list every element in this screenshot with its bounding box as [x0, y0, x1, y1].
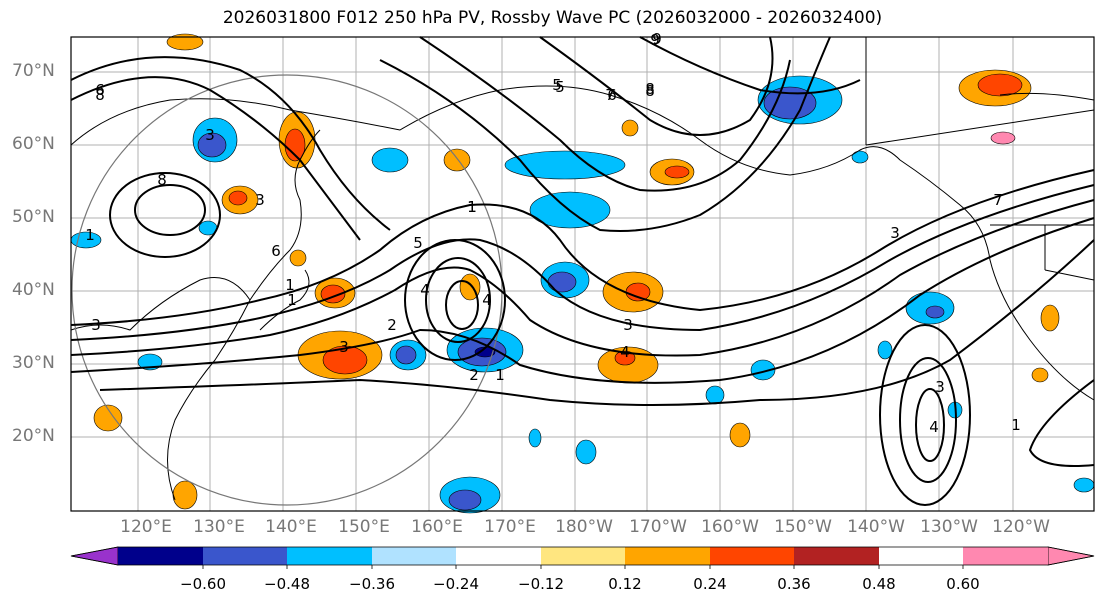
- lat-label-20n: 20°N: [12, 426, 55, 446]
- colorbar-segment: [541, 547, 625, 565]
- lat-label-40n: 40°N: [12, 280, 55, 300]
- contour-label: 5: [552, 76, 562, 94]
- plot-title: 2026031800 F012 250 hPa PV, Rossby Wave …: [222, 8, 883, 28]
- contour-label: 3: [91, 316, 101, 334]
- contour-label: 8: [645, 82, 655, 100]
- contour-label: 3: [935, 378, 945, 396]
- colorbar-tick-label: −0.24: [433, 575, 479, 593]
- lat-label-60n: 60°N: [12, 134, 55, 154]
- contour-label: 8: [95, 86, 105, 104]
- contour-label: 1: [285, 276, 295, 294]
- contour-label: 4: [620, 343, 630, 361]
- lon-label: 140°E: [265, 517, 317, 537]
- contour-label: 3: [205, 126, 215, 144]
- lon-label: 130°E: [193, 517, 245, 537]
- colorbar-segment: [963, 547, 1048, 565]
- lon-label: 150°E: [338, 517, 390, 537]
- contour-label: 8: [645, 80, 655, 98]
- plot-frame: [70, 36, 1095, 512]
- contour-label: 6: [271, 242, 281, 260]
- contour-label: 3: [255, 191, 265, 209]
- colorbar-outline: [70, 546, 1095, 566]
- colorbar-tick-label: 0.24: [693, 575, 727, 593]
- gridlines: [71, 37, 1094, 511]
- contour-label: 1: [1011, 416, 1021, 434]
- colorbar-segment: [625, 547, 710, 565]
- contour-label: 5: [555, 78, 565, 96]
- lon-label: 160°E: [411, 517, 463, 537]
- lon-label: 140°W: [847, 517, 905, 537]
- colorbar-tick-label: 0.36: [777, 575, 811, 593]
- colorbar-tick-label: 0.48: [862, 575, 896, 593]
- reference-circle: [71, 74, 503, 506]
- contour-label: 2: [387, 316, 397, 334]
- colorbar-segment: [456, 547, 541, 565]
- contour-label: 3: [623, 316, 633, 334]
- lon-label: 170°W: [629, 517, 687, 537]
- contour-label: 9: [652, 30, 662, 48]
- contour-label: 1: [287, 291, 297, 309]
- contour-label: 2: [469, 366, 479, 384]
- colorbar-segment: [203, 547, 287, 565]
- contour-label: 3: [339, 338, 349, 356]
- contour-label: 5: [413, 234, 423, 252]
- colorbar-segment: [118, 547, 203, 565]
- contour-label: 1: [467, 198, 477, 216]
- contour-label: 9: [650, 31, 660, 49]
- colorbar-tick-label: 0.60: [946, 575, 980, 593]
- contour-label: 6: [95, 81, 105, 99]
- coastlines: [70, 37, 1095, 501]
- contour-label: 7: [993, 191, 1003, 209]
- lon-label: 180°W: [555, 517, 613, 537]
- colorbar-segment: [372, 547, 456, 565]
- contour-label: 6: [607, 86, 617, 104]
- colorbar-segment: [287, 547, 372, 565]
- lat-label-50n: 50°N: [12, 207, 55, 227]
- contour-label: 7: [605, 86, 615, 104]
- colorbar-tick-label: −0.60: [180, 575, 226, 593]
- colorbar-tick-label: −0.36: [349, 575, 395, 593]
- colorbar-tick-label: 0.12: [608, 575, 642, 593]
- contour-label: 8: [157, 171, 167, 189]
- colorbar-tick-label: −0.48: [264, 575, 310, 593]
- colorbar-tick-label: −0.12: [518, 575, 564, 593]
- lon-label: 150°W: [774, 517, 832, 537]
- lat-label-30n: 30°N: [12, 353, 55, 373]
- lon-label: 170°E: [484, 517, 536, 537]
- contour-label: 4: [482, 291, 492, 309]
- contour-label: 1: [85, 226, 95, 244]
- colorbar-extend-high: [1047, 546, 1095, 566]
- lon-label: 120°W: [992, 517, 1050, 537]
- contour-label: 4: [420, 281, 430, 299]
- lon-label: 120°E: [120, 517, 172, 537]
- pv-contours: [70, 36, 1095, 506]
- colorbar-segment: [794, 547, 879, 565]
- colorbar: [70, 546, 1095, 569]
- colorbar-extend-low: [70, 546, 119, 566]
- contour-label: 4: [929, 418, 939, 436]
- lon-label: 130°W: [920, 517, 978, 537]
- contour-label: 1: [467, 198, 477, 216]
- lon-label: 160°W: [701, 517, 759, 537]
- lat-label-70n: 70°N: [12, 61, 55, 81]
- contour-label: 1: [495, 366, 505, 384]
- contour-label: 3: [890, 224, 900, 242]
- colorbar-segment: [710, 547, 794, 565]
